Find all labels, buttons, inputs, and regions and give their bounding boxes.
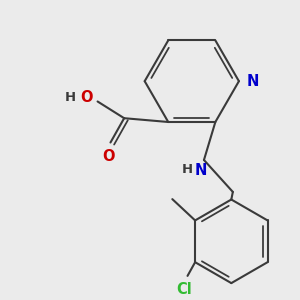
Text: H: H — [65, 91, 76, 104]
Text: Cl: Cl — [177, 282, 192, 297]
Text: H: H — [182, 163, 193, 176]
Text: O: O — [80, 90, 93, 105]
Text: N: N — [195, 163, 207, 178]
Text: O: O — [102, 148, 115, 164]
Text: N: N — [247, 74, 259, 89]
